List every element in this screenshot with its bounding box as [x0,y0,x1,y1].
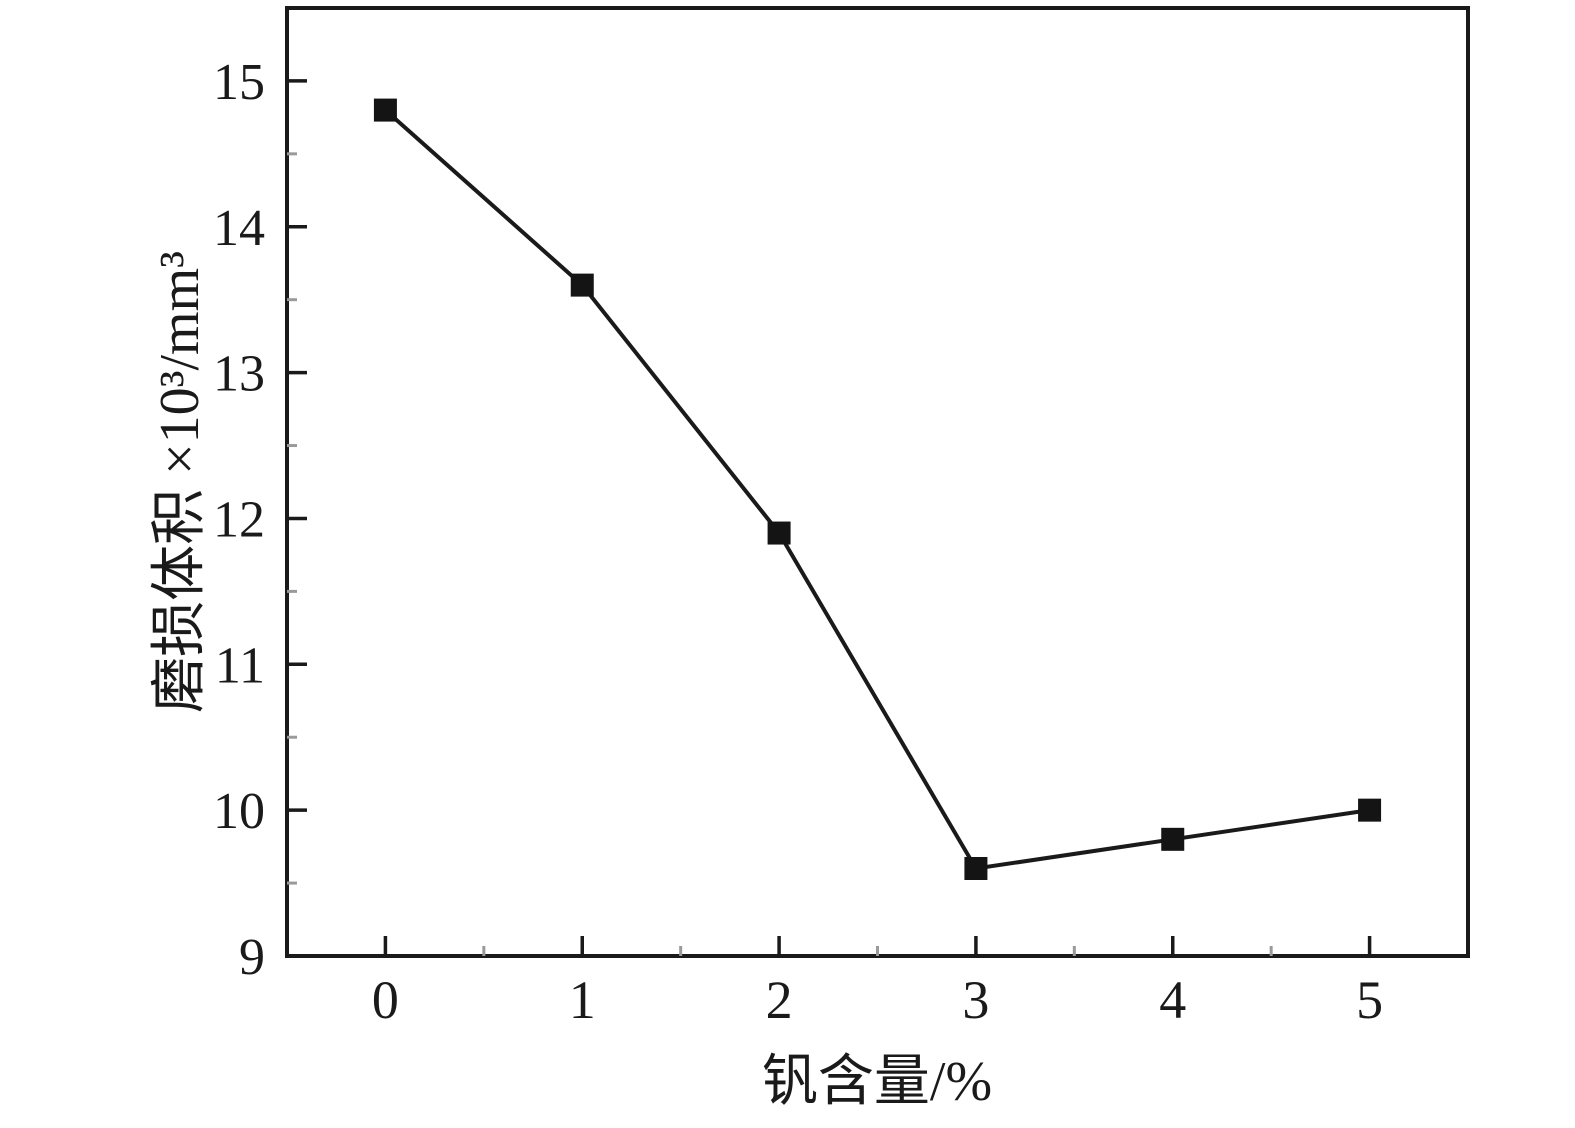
y-tick-label: 12 [213,491,265,548]
data-point-marker [964,856,988,880]
data-point-marker [1358,798,1382,822]
data-point-marker [373,98,397,122]
y-tick-label: 9 [239,929,265,986]
data-point-marker [1161,827,1185,851]
data-point-marker [767,521,791,545]
x-tick-label: 2 [766,970,793,1030]
y-tick-label: 11 [215,637,265,694]
x-tick-label: 1 [569,970,596,1030]
axis-tick-layer [287,79,1372,958]
plot-frame [285,6,1470,958]
data-point-marker [570,273,594,297]
y-tick-label: 14 [213,200,265,257]
y-tick-label: 15 [213,54,265,111]
x-tick-label: 0 [372,970,399,1030]
y-tick-label: 10 [213,783,265,840]
y-axis-label: 磨损体积 ×10³/mm³ [149,251,211,713]
data-series-layer [373,98,1382,880]
y-tick-label: 13 [213,346,265,403]
x-axis-label: 钒含量/% [762,1051,992,1113]
data-line [384,108,1370,871]
x-tick-label: 5 [1356,970,1383,1030]
x-tick-label: 3 [962,970,989,1030]
plot-frame-layer [285,6,1470,958]
x-tick-label: 4 [1159,970,1186,1030]
